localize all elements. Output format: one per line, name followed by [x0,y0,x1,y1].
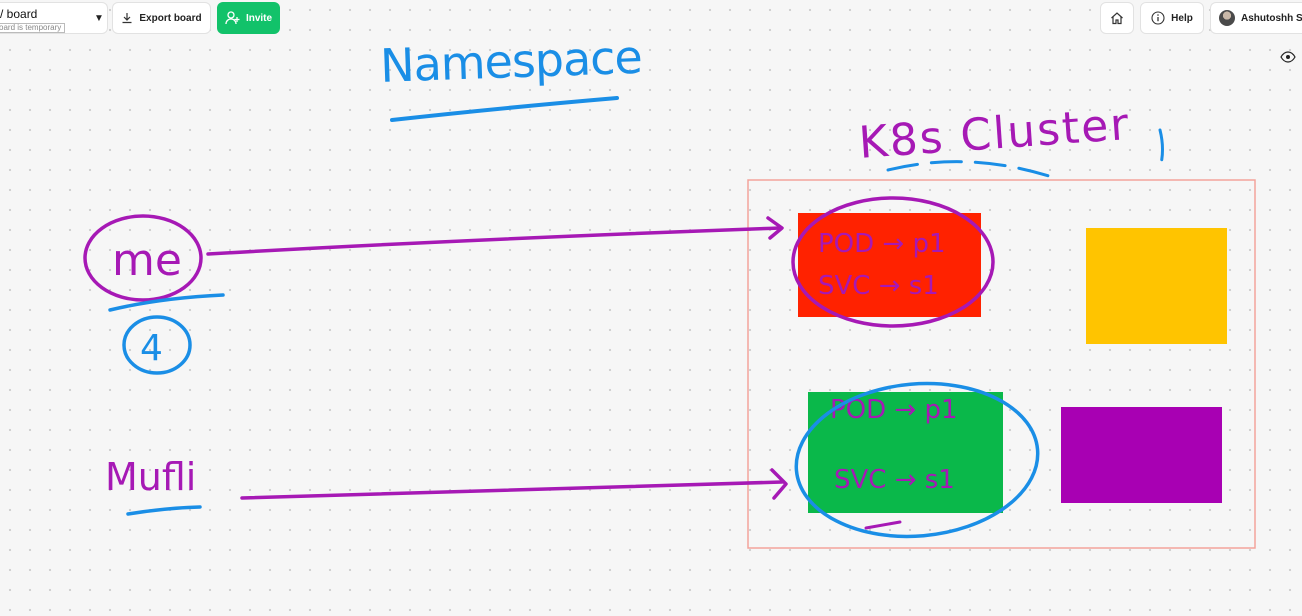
namespace-label: Namespace [379,30,642,93]
info-icon [1151,11,1165,25]
help-button[interactable]: Help [1140,2,1204,34]
arrow-user2-to-pod2 [240,480,784,500]
export-board-button[interactable]: Export board [112,2,211,34]
home-icon [1111,12,1123,25]
user2-underline [126,505,202,516]
user1-underline [108,293,225,312]
cluster-label: K8s Cluster [857,99,1132,169]
user1-label: me [112,235,182,286]
user1-circle [83,214,203,302]
arrow-user1-to-pod1 [206,226,782,256]
user2-label: Mufli [105,455,196,499]
pod2-underline [864,520,902,530]
user1-number: 4 [140,328,163,369]
toolbar-right: Help Ashutoshh Sin [1100,2,1302,34]
user1-number-circle [122,315,192,375]
invite-button[interactable]: Invite [217,2,280,34]
home-button[interactable] [1100,2,1134,34]
toolbar-left: / board oard is temporary ▼ Export board… [0,2,280,34]
avatar [1219,10,1235,26]
board-title: / board [0,7,38,21]
pod-box-purple[interactable] [1061,407,1222,503]
pod1-circle [791,196,995,328]
pod1-line2: SVC → s1 [818,271,939,301]
namespace-underline [390,96,619,122]
add-user-icon [225,11,240,25]
pod-box-yellow[interactable] [1086,228,1227,344]
pod2-circle [794,381,1040,539]
arrowhead-user1 [766,216,784,240]
user-name: Ashutoshh Sin [1241,12,1302,24]
board-temporary-badge: oard is temporary [0,23,66,33]
help-label: Help [1171,12,1193,24]
invite-label: Invite [245,12,273,24]
arrowhead-user2 [770,468,788,500]
pod1-line1: POD → p1 [818,229,946,259]
download-icon [122,13,132,24]
pod2-line2: SVC → s1 [834,465,955,495]
pod-box-red[interactable] [798,213,981,317]
chevron-down-icon: ▼ [94,13,104,24]
cluster-underline [886,128,1164,180]
pod-box-green[interactable] [808,392,1003,513]
user-menu-button[interactable]: Ashutoshh Sin [1210,2,1302,34]
export-board-label: Export board [139,12,202,24]
eye-icon[interactable] [1280,51,1296,63]
cluster-boundary[interactable] [747,179,1256,549]
board-menu-button[interactable]: / board oard is temporary ▼ [0,2,108,34]
